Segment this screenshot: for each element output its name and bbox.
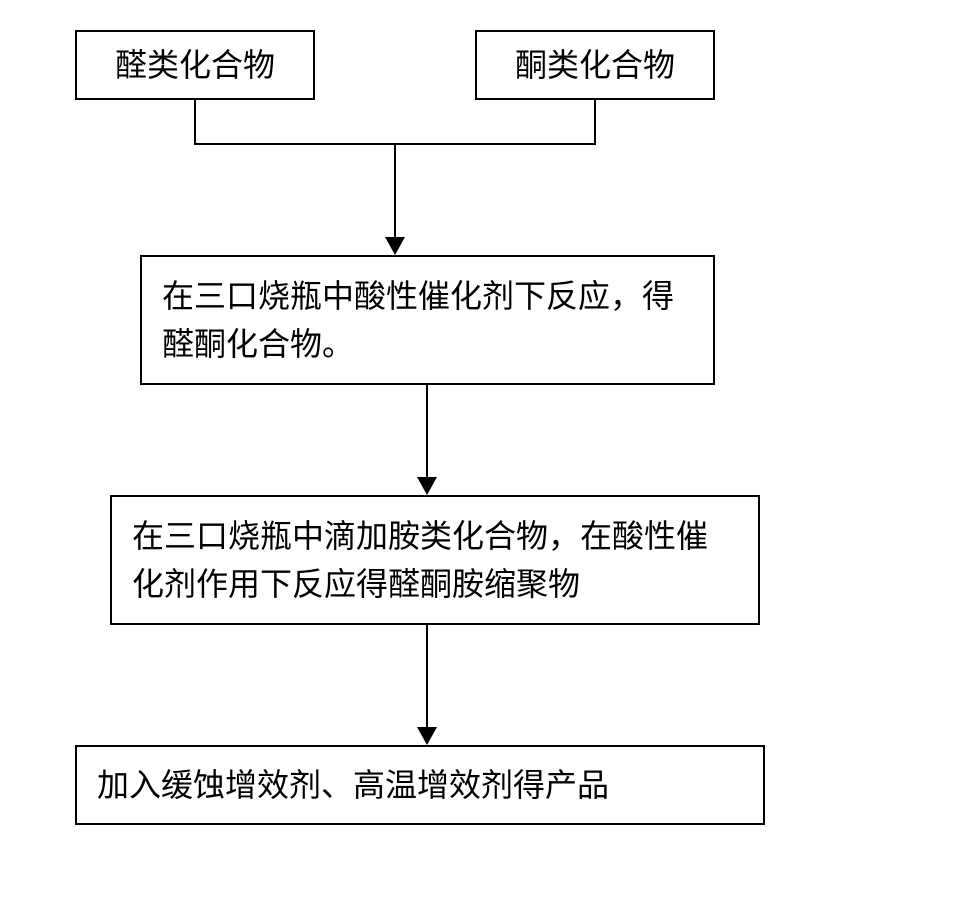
flowchart-node-reaction-1: 在三口烧瓶中酸性催化剂下反应，得醛酮化合物。 [140,255,715,385]
flowchart-node-product: 加入缓蚀增效剂、高温增效剂得产品 [75,745,765,825]
node-label: 在三口烧瓶中酸性催化剂下反应，得醛酮化合物。 [162,272,693,368]
arrow-head-icon [417,477,437,495]
connector-line [426,625,428,727]
flowchart-node-aldehyde: 醛类化合物 [75,30,315,100]
flowchart-container: 醛类化合物 酮类化合物 在三口烧瓶中酸性催化剂下反应，得醛酮化合物。 在三口烧瓶… [0,0,968,912]
flowchart-node-reaction-2: 在三口烧瓶中滴加胺类化合物，在酸性催化剂作用下反应得醛酮胺缩聚物 [110,495,760,625]
node-label: 醛类化合物 [115,41,275,89]
connector-line [394,145,396,237]
connector-line [426,385,428,477]
node-label: 加入缓蚀增效剂、高温增效剂得产品 [97,761,609,809]
node-label: 在三口烧瓶中滴加胺类化合物，在酸性催化剂作用下反应得醛酮胺缩聚物 [132,512,738,608]
connector-line [594,100,596,145]
node-label: 酮类化合物 [515,41,675,89]
flowchart-node-ketone: 酮类化合物 [475,30,715,100]
connector-line [194,100,196,145]
arrow-head-icon [417,727,437,745]
arrow-head-icon [385,237,405,255]
